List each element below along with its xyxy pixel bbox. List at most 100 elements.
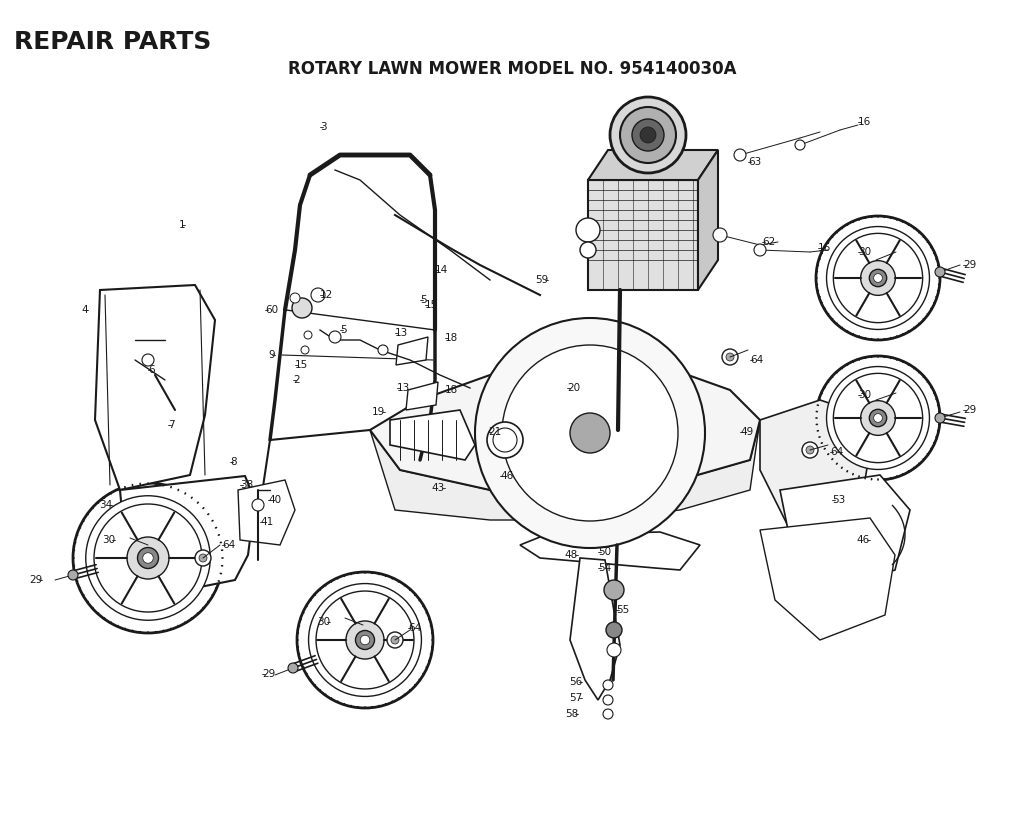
Circle shape — [935, 267, 945, 277]
Circle shape — [869, 270, 887, 287]
Text: 5: 5 — [420, 295, 427, 305]
Circle shape — [127, 537, 169, 579]
Polygon shape — [370, 420, 760, 520]
Text: 55: 55 — [616, 605, 630, 615]
Circle shape — [935, 413, 945, 423]
Text: 58: 58 — [565, 709, 578, 719]
Circle shape — [142, 552, 154, 563]
Text: 5: 5 — [340, 325, 347, 335]
Circle shape — [346, 621, 384, 659]
Circle shape — [726, 353, 734, 361]
Text: 1: 1 — [178, 220, 185, 230]
Circle shape — [475, 318, 705, 548]
Text: 29: 29 — [963, 405, 976, 415]
Circle shape — [603, 695, 613, 705]
Text: 18: 18 — [445, 333, 459, 343]
Text: 30: 30 — [316, 617, 330, 627]
Circle shape — [816, 216, 940, 340]
Text: 18: 18 — [445, 385, 459, 395]
Text: 29: 29 — [262, 669, 275, 679]
Text: 57: 57 — [568, 693, 582, 703]
Circle shape — [137, 547, 159, 569]
Polygon shape — [588, 180, 698, 290]
Polygon shape — [120, 476, 255, 600]
Circle shape — [834, 373, 923, 463]
Polygon shape — [390, 410, 475, 460]
Text: 48: 48 — [565, 550, 578, 560]
Text: 53: 53 — [831, 495, 845, 505]
Circle shape — [869, 409, 887, 427]
Text: 13: 13 — [397, 383, 411, 393]
Circle shape — [195, 550, 211, 566]
Circle shape — [580, 242, 596, 258]
Circle shape — [387, 632, 403, 648]
Text: 30: 30 — [858, 247, 871, 257]
Circle shape — [378, 345, 388, 355]
Text: 60: 60 — [265, 305, 279, 315]
Text: 54: 54 — [598, 563, 611, 573]
Circle shape — [391, 636, 399, 644]
Text: 29: 29 — [963, 260, 976, 270]
Text: 9: 9 — [268, 350, 275, 360]
Circle shape — [575, 218, 600, 242]
Polygon shape — [698, 150, 718, 290]
Text: 64: 64 — [750, 355, 763, 365]
Circle shape — [860, 400, 895, 436]
Text: 7: 7 — [168, 420, 175, 430]
Circle shape — [487, 422, 523, 458]
Text: 30: 30 — [101, 535, 115, 545]
Text: 46: 46 — [857, 535, 870, 545]
Text: 15: 15 — [425, 300, 438, 310]
Text: 29: 29 — [29, 575, 42, 585]
Text: 34: 34 — [98, 500, 112, 510]
Circle shape — [94, 504, 202, 612]
Polygon shape — [780, 475, 910, 595]
Circle shape — [734, 149, 746, 161]
Circle shape — [308, 584, 422, 696]
Text: 46: 46 — [500, 471, 513, 481]
Circle shape — [355, 630, 375, 649]
Circle shape — [722, 349, 738, 365]
Polygon shape — [588, 150, 718, 180]
Circle shape — [68, 570, 78, 580]
Text: 62: 62 — [762, 237, 775, 247]
Text: 16: 16 — [818, 243, 831, 253]
Circle shape — [802, 442, 818, 458]
Circle shape — [826, 227, 930, 330]
Text: 64: 64 — [830, 447, 843, 457]
Circle shape — [873, 413, 883, 423]
Circle shape — [570, 413, 610, 453]
Circle shape — [304, 331, 312, 339]
Polygon shape — [370, 360, 760, 490]
Text: 12: 12 — [319, 290, 333, 300]
Polygon shape — [760, 518, 895, 640]
Circle shape — [610, 97, 686, 173]
Circle shape — [620, 107, 676, 163]
Circle shape — [301, 346, 309, 354]
Circle shape — [292, 298, 312, 318]
Text: 6: 6 — [148, 365, 155, 375]
Text: 14: 14 — [435, 265, 449, 275]
Text: 21: 21 — [488, 427, 502, 437]
Text: REPAIR PARTS: REPAIR PARTS — [14, 30, 211, 54]
Polygon shape — [238, 480, 295, 545]
Text: 13: 13 — [395, 328, 409, 338]
Circle shape — [713, 228, 727, 242]
Text: 49: 49 — [740, 427, 754, 437]
Circle shape — [199, 554, 207, 562]
Circle shape — [73, 483, 223, 633]
Circle shape — [873, 274, 883, 282]
Text: 19: 19 — [372, 407, 385, 417]
Polygon shape — [95, 285, 215, 490]
Text: 50: 50 — [598, 547, 611, 557]
Text: 2: 2 — [293, 375, 300, 385]
Circle shape — [316, 591, 414, 689]
Circle shape — [252, 499, 264, 511]
Circle shape — [834, 233, 923, 323]
Polygon shape — [396, 337, 428, 365]
Circle shape — [603, 709, 613, 719]
Text: 8: 8 — [230, 457, 237, 467]
Polygon shape — [570, 558, 620, 700]
Text: 64: 64 — [408, 623, 421, 633]
Text: 64: 64 — [222, 540, 236, 550]
